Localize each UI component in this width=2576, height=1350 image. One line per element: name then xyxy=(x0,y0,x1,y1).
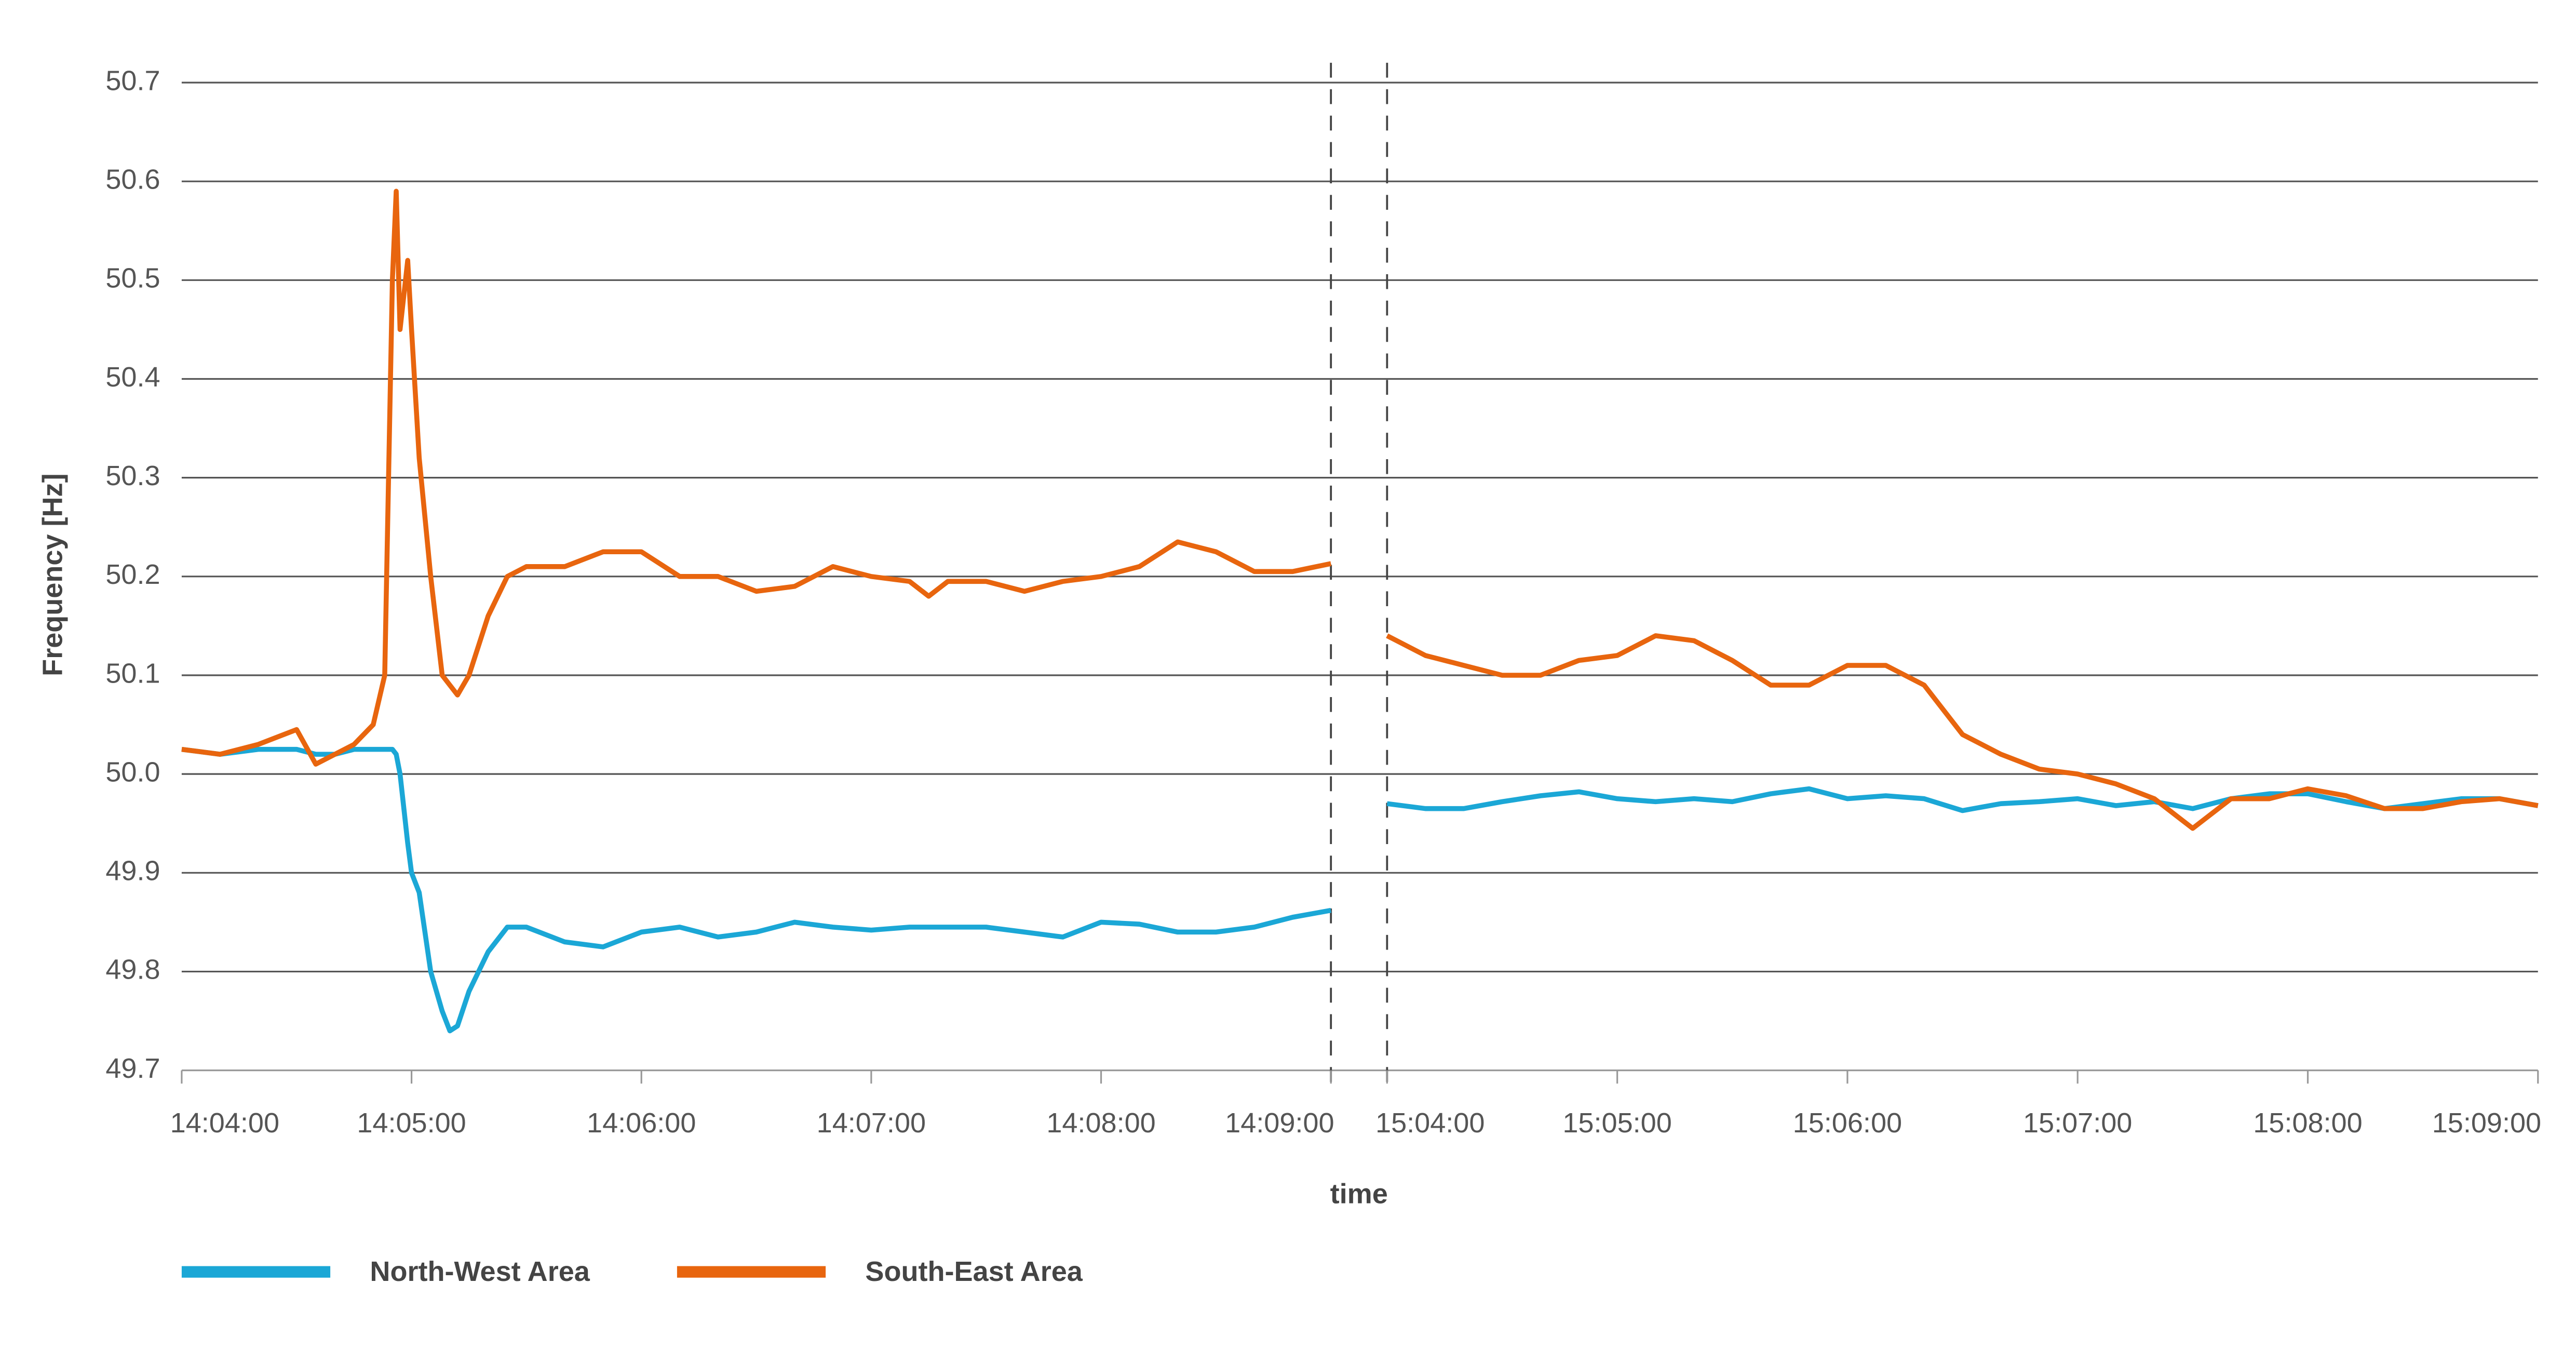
y-axis-label: Frequency [Hz] xyxy=(37,473,68,676)
x-tick-label: 14:06:00 xyxy=(587,1107,696,1139)
y-tick-label: 50.1 xyxy=(105,658,160,689)
legend-label: South-East Area xyxy=(865,1256,1083,1287)
series-line xyxy=(181,189,2539,831)
y-tick-label: 49.7 xyxy=(105,1053,160,1084)
x-tick-label: 15:04:00 xyxy=(1375,1107,1485,1139)
x-tick-label: 14:05:00 xyxy=(357,1107,466,1139)
y-tick-label: 50.2 xyxy=(105,559,160,590)
y-tick-label: 50.0 xyxy=(105,756,160,787)
x-axis-label: time xyxy=(1330,1179,1388,1210)
y-tick-label: 50.6 xyxy=(105,164,160,195)
x-tick-label: 15:08:00 xyxy=(2253,1107,2362,1139)
y-tick-label: 50.3 xyxy=(105,460,160,491)
y-tick-label: 50.5 xyxy=(105,263,160,294)
legend-label: North-West Area xyxy=(370,1256,590,1287)
x-tick-label: 15:05:00 xyxy=(1562,1107,1671,1139)
series-line xyxy=(181,746,2539,1034)
y-tick-label: 49.8 xyxy=(105,954,160,985)
y-tick-label: 49.9 xyxy=(105,856,160,887)
y-tick-label: 50.7 xyxy=(105,65,160,96)
x-tick-label: 14:09:00 xyxy=(1225,1107,1334,1139)
y-tick-label: 50.4 xyxy=(105,362,160,393)
x-tick-label: 14:04:00 xyxy=(170,1107,279,1139)
x-tick-label: 15:06:00 xyxy=(1793,1107,1902,1139)
x-tick-label: 14:08:00 xyxy=(1046,1107,1155,1139)
x-tick-label: 15:07:00 xyxy=(2023,1107,2132,1139)
x-tick-label: 15:09:00 xyxy=(2432,1107,2541,1139)
x-tick-label: 14:07:00 xyxy=(817,1107,926,1139)
